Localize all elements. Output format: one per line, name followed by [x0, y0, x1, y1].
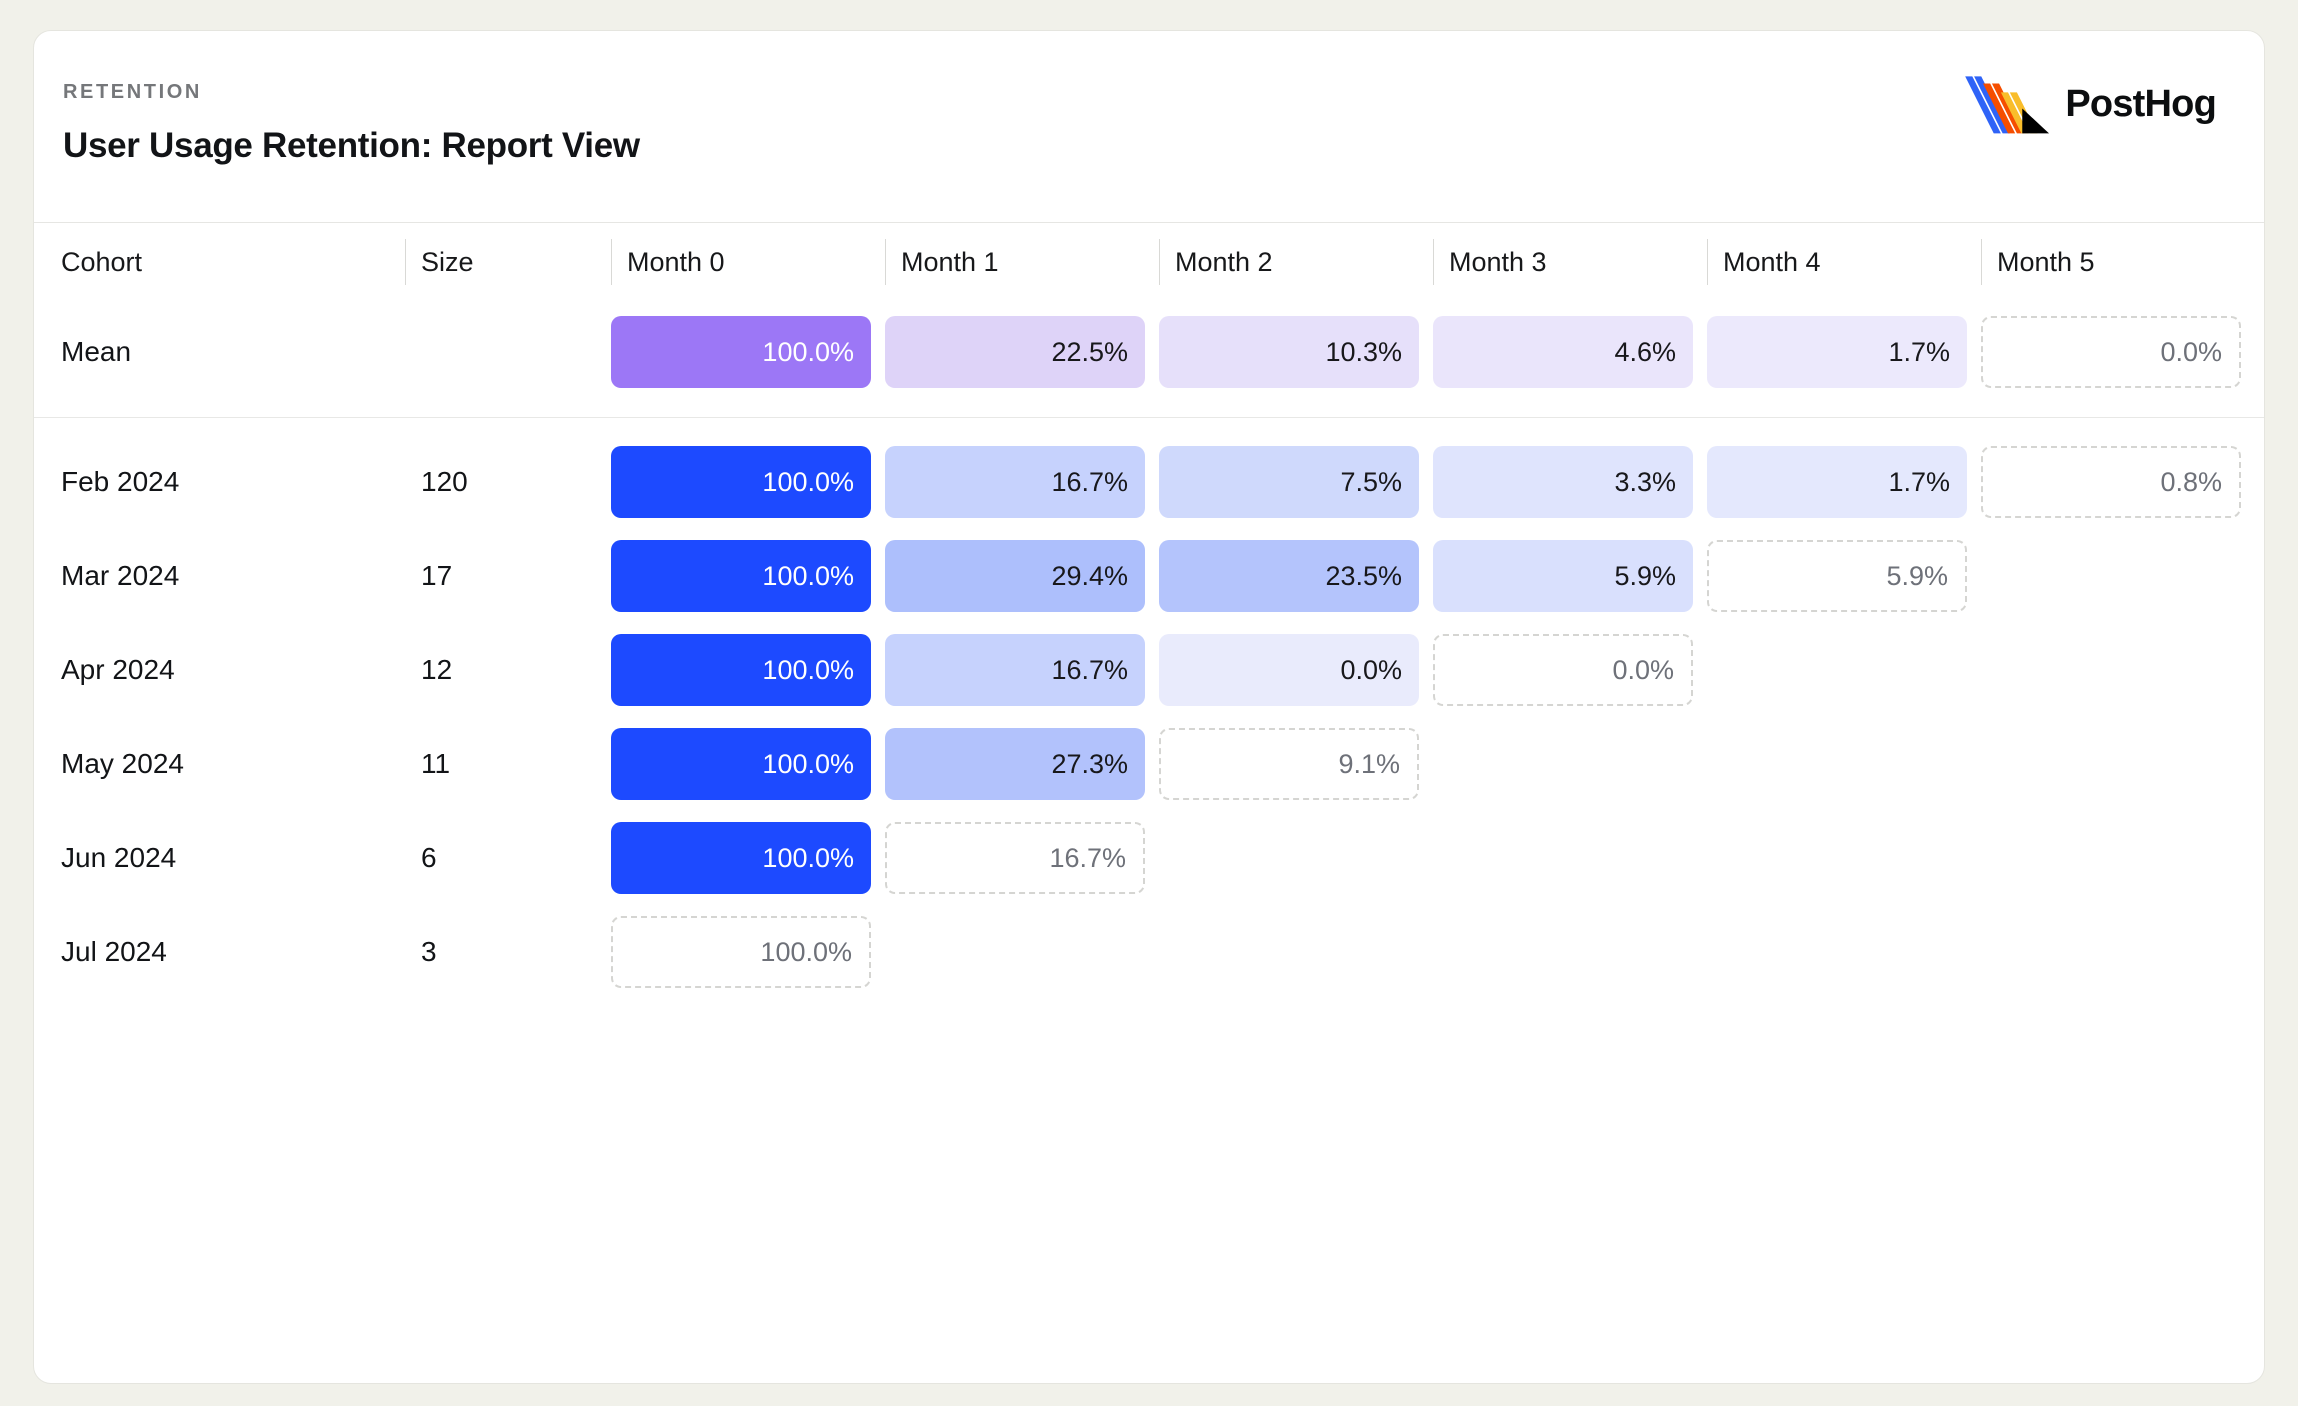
retention-cell-mean-month-3[interactable]: 4.6%: [1433, 316, 1693, 388]
posthog-logo: PostHog: [1965, 71, 2217, 137]
cohort-label-jun-2024: Jun 2024: [61, 842, 177, 873]
retention-cell-feb-2024-month-2[interactable]: 7.5%: [1159, 446, 1419, 518]
retention-cell-feb-2024-month-5[interactable]: 0.8%: [1981, 446, 2241, 518]
cohort-size-jul-2024: 3: [421, 936, 437, 967]
cohort-label-feb-2024: Feb 2024: [61, 466, 180, 497]
cohort-size-feb-2024: 120: [421, 466, 468, 497]
retention-table: Cohort Size Month 0 Month 1 Month 2 Month 3 Mo…: [34, 239, 2264, 999]
cohort-label-mar-2024: Mar 2024: [61, 560, 180, 591]
retention-cell-mean-month-4[interactable]: 1.7%: [1707, 316, 1967, 388]
column-header-size: Size: [405, 239, 611, 285]
retention-cell-mean-month-0[interactable]: 100.0%: [611, 316, 871, 388]
retention-cell-jul-2024-month-0[interactable]: 100.0%: [611, 916, 871, 988]
mean-separator: [34, 399, 2264, 435]
cohort-size-mar-2024: 17: [421, 560, 453, 591]
cohort-size-may-2024: 11: [421, 748, 451, 779]
retention-cell-feb-2024-month-0[interactable]: 100.0%: [611, 446, 871, 518]
column-header-month-2: Month 2: [1159, 239, 1433, 285]
posthog-logo-text: PostHog: [2065, 82, 2216, 125]
cohort-label-mean: Mean: [61, 336, 132, 367]
retention-cell-jun-2024-month-0[interactable]: 100.0%: [611, 822, 871, 894]
cohort-size-apr-2024: 12: [421, 654, 453, 685]
cohort-size-mean: [405, 305, 611, 399]
retention-cell-apr-2024-month-2[interactable]: 0.0%: [1159, 634, 1419, 706]
header-divider: [34, 222, 2264, 223]
column-header-month-5: Month 5: [1981, 239, 2255, 285]
retention-cell-feb-2024-month-1[interactable]: 16.7%: [885, 446, 1145, 518]
retention-cell-mar-2024-month-4[interactable]: 5.9%: [1707, 540, 1967, 612]
column-header-month-1: Month 1: [885, 239, 1159, 285]
retention-cell-mar-2024-month-1[interactable]: 29.4%: [885, 540, 1145, 612]
retention-cell-jun-2024-month-1[interactable]: 16.7%: [885, 822, 1145, 894]
cohort-size-jun-2024: 6: [421, 842, 437, 873]
retention-cell-feb-2024-month-4[interactable]: 1.7%: [1707, 446, 1967, 518]
retention-cell-mean-month-2[interactable]: 10.3%: [1159, 316, 1419, 388]
report-kicker: RETENTION: [63, 81, 202, 103]
retention-cell-apr-2024-month-1[interactable]: 16.7%: [885, 634, 1145, 706]
column-header-cohort: Cohort: [61, 246, 143, 277]
report-card: RETENTION User Usage Retention: Report V…: [33, 30, 2265, 1384]
retention-cell-may-2024-month-0[interactable]: 100.0%: [611, 728, 871, 800]
retention-cell-may-2024-month-1[interactable]: 27.3%: [885, 728, 1145, 800]
column-header-month-0: Month 0: [611, 239, 885, 285]
retention-cell-mean-month-1[interactable]: 22.5%: [885, 316, 1145, 388]
column-header-month-4: Month 4: [1707, 239, 1981, 285]
cohort-label-apr-2024: Apr 2024: [61, 654, 175, 685]
retention-cell-mar-2024-month-0[interactable]: 100.0%: [611, 540, 871, 612]
page-title: User Usage Retention: Report View: [63, 126, 640, 165]
retention-cell-apr-2024-month-0[interactable]: 100.0%: [611, 634, 871, 706]
cohort-label-jul-2024: Jul 2024: [61, 936, 167, 967]
cohort-label-may-2024: May 2024: [61, 748, 184, 779]
retention-cell-may-2024-month-2[interactable]: 9.1%: [1159, 728, 1419, 800]
posthog-hedgehog-icon: [1965, 76, 2050, 134]
retention-cell-mar-2024-month-2[interactable]: 23.5%: [1159, 540, 1419, 612]
retention-cell-apr-2024-month-3[interactable]: 0.0%: [1433, 634, 1693, 706]
report-header: RETENTION User Usage Retention: Report V…: [34, 31, 2264, 222]
retention-cell-feb-2024-month-3[interactable]: 3.3%: [1433, 446, 1693, 518]
retention-cell-mar-2024-month-3[interactable]: 5.9%: [1433, 540, 1693, 612]
column-header-month-3: Month 3: [1433, 239, 1707, 285]
retention-cell-mean-month-5[interactable]: 0.0%: [1981, 316, 2241, 388]
